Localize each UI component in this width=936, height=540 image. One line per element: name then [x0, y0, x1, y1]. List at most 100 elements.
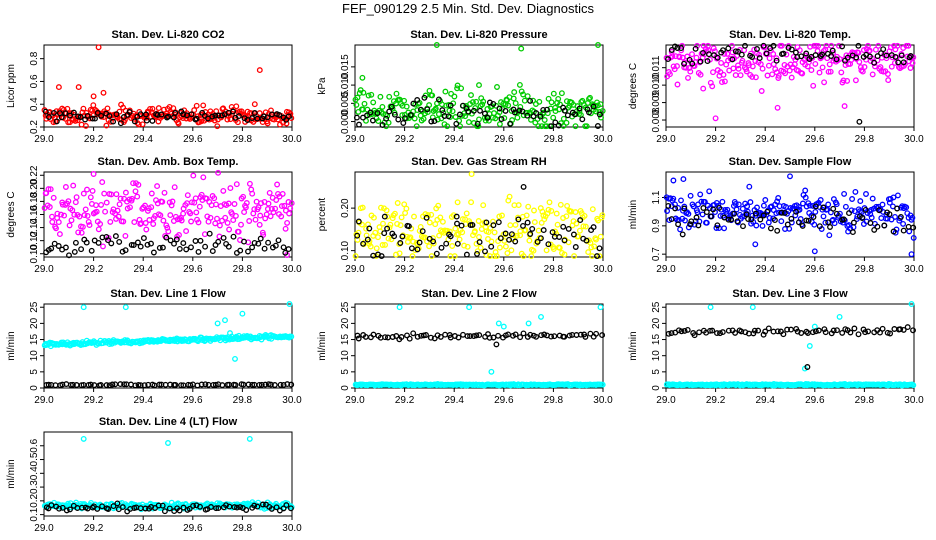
- data-point: [596, 253, 603, 260]
- data-point: [763, 50, 770, 57]
- data-point: [710, 45, 717, 52]
- data-point: [463, 251, 470, 258]
- data-point: [560, 223, 567, 230]
- data-point: [454, 82, 461, 89]
- data-point: [215, 238, 222, 245]
- data-point: [135, 181, 142, 188]
- data-point: [49, 213, 55, 220]
- data-point: [180, 240, 187, 247]
- data-point: [102, 208, 109, 215]
- data-point: [782, 70, 789, 77]
- data-point: [825, 219, 832, 226]
- data-point: [212, 381, 219, 388]
- data-point: [451, 93, 458, 100]
- x-tick-label: 29.8: [233, 395, 253, 406]
- data-point: [877, 329, 883, 336]
- data-point: [533, 333, 540, 340]
- data-point: [910, 382, 917, 389]
- data-point: [240, 193, 247, 200]
- data-point: [665, 330, 672, 337]
- data-point: [89, 115, 96, 122]
- data-point: [598, 114, 604, 121]
- data-point: [524, 93, 531, 100]
- data-point: [130, 242, 137, 249]
- data-point: [354, 232, 361, 239]
- data-point: [485, 117, 492, 124]
- data-point: [798, 330, 805, 336]
- data-point: [749, 63, 756, 70]
- data-point: [506, 193, 513, 200]
- data-point: [841, 103, 848, 110]
- data-point: [205, 381, 212, 388]
- data-point: [764, 208, 771, 215]
- data-point: [577, 217, 584, 224]
- data-point: [107, 218, 114, 225]
- data-point: [176, 507, 183, 514]
- data-point: [188, 244, 194, 251]
- data-point: [725, 327, 732, 334]
- x-tick-label: 29.6: [183, 523, 203, 534]
- data-point: [752, 74, 759, 81]
- data-point: [224, 116, 231, 123]
- data-point: [471, 228, 478, 235]
- data-point: [288, 381, 295, 388]
- data-point: [464, 243, 471, 250]
- x-tick-label: 30.0: [282, 134, 302, 145]
- data-point: [576, 227, 583, 234]
- data-point: [113, 111, 120, 118]
- data-point: [421, 94, 428, 101]
- data-point: [496, 121, 503, 128]
- chart-panel: Stan. Dev. Amb. Box Temp. 29.0 29.2 29.4 29.…: [6, 156, 302, 275]
- data-point: [396, 241, 403, 248]
- x-tick-label: 29.8: [544, 264, 564, 275]
- data-point: [735, 65, 742, 72]
- data-point: [739, 57, 746, 64]
- data-point: [117, 195, 124, 202]
- y-tick-label: 5: [29, 369, 40, 375]
- data-point: [488, 243, 495, 250]
- data-point: [279, 190, 286, 197]
- data-point: [704, 58, 711, 65]
- data-point: [256, 381, 263, 388]
- data-point: [558, 90, 565, 97]
- data-point: [748, 216, 755, 223]
- data-point: [787, 173, 793, 180]
- data-point: [904, 324, 911, 331]
- data-point: [578, 98, 585, 105]
- data-point: [431, 118, 438, 125]
- data-point: [895, 59, 902, 66]
- data-point: [548, 333, 555, 340]
- data-point: [496, 244, 503, 251]
- data-point: [821, 79, 828, 86]
- data-point: [735, 48, 742, 55]
- y-axis-label: ml/min: [6, 459, 17, 488]
- x-tick-label: 29.2: [395, 395, 415, 406]
- data-point: [476, 332, 483, 339]
- data-point: [207, 214, 214, 221]
- data-point: [68, 217, 75, 224]
- data-point: [159, 244, 166, 251]
- data-point: [481, 110, 488, 117]
- data-point: [103, 199, 110, 206]
- data-point: [284, 381, 291, 388]
- data-point: [191, 107, 198, 114]
- chart-title: Stan. Dev. Sample Flow: [729, 156, 852, 168]
- data-point: [70, 109, 77, 116]
- data-point: [678, 328, 685, 335]
- data-point: [142, 505, 149, 512]
- data-point: [241, 209, 248, 216]
- data-point: [172, 110, 179, 116]
- data-point: [280, 244, 287, 251]
- data-point: [166, 505, 173, 512]
- data-point: [862, 329, 869, 336]
- y-tick-label: 20: [651, 317, 662, 329]
- data-point: [560, 115, 567, 122]
- data-point: [277, 381, 284, 388]
- data-point: [517, 334, 524, 341]
- data-point: [765, 325, 772, 332]
- x-tick-label: 29.6: [183, 395, 203, 406]
- data-point: [908, 301, 915, 307]
- data-point: [142, 220, 149, 226]
- data-point: [155, 105, 162, 112]
- x-tick-label: 30.0: [282, 523, 302, 534]
